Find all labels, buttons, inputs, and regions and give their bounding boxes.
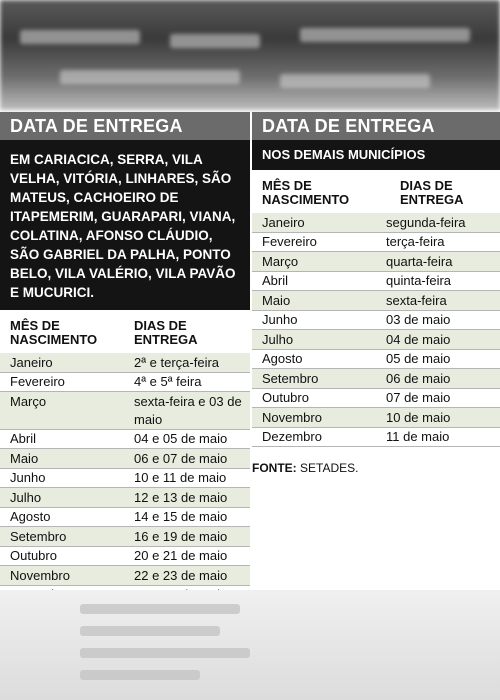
source-label: FONTE:	[252, 461, 297, 475]
right-header: DATA DE ENTREGA	[252, 112, 500, 140]
month-cell: Agosto	[10, 509, 51, 524]
table-row: Abril quinta-feira	[252, 272, 500, 291]
municipalities-text: EM CARIACICA, SERRA, VILA VELHA, VITÓRIA…	[0, 140, 250, 310]
days-cell: 2ª e terça-feira	[134, 354, 220, 370]
days-cell: 14 e 15 de maio	[134, 509, 228, 524]
days-cell: segunda-feira	[386, 214, 466, 230]
days-cell: 04 e 05 de maio	[134, 431, 228, 446]
month-cell: Dezembro	[262, 429, 322, 444]
table-row: Maio 06 e 07 de maio	[0, 449, 250, 469]
blurred-background-top	[0, 0, 500, 110]
table-row: Janeiro segunda-feira	[252, 213, 500, 233]
table-row: Maio sexta-feira	[252, 291, 500, 311]
left-table: MÊS DE NASCIMENTO DIAS DE ENTREGA Janeir…	[0, 310, 250, 605]
source-note: FONTE: SETADES.	[252, 447, 500, 475]
source-value: SETADES.	[300, 461, 359, 475]
days-cell: 16 e 19 de maio	[134, 528, 228, 544]
month-cell: Janeiro	[262, 214, 305, 230]
table-row: Setembro 16 e 19 de maio	[0, 527, 250, 547]
days-cell: 11 de maio	[386, 429, 450, 444]
table-row: Janeiro 2ª e terça-feira	[0, 353, 250, 373]
right-col-days-header: DIAS DE ENTREGA	[400, 178, 464, 207]
table-row: Fevereiro terça-feira	[252, 233, 500, 252]
month-cell: Janeiro	[10, 354, 53, 370]
days-cell: 06 de maio	[386, 370, 451, 386]
days-cell: 10 e 11 de maio	[134, 470, 227, 485]
month-cell: Fevereiro	[262, 234, 317, 249]
right-table-body: Janeiro segunda-feira Fevereiro terça-feira…	[252, 213, 500, 447]
days-cell: quarta-feira	[386, 253, 453, 269]
days-cell: 04 de maio	[386, 331, 451, 347]
days-cell: 22 e 23 de maio	[134, 567, 228, 583]
left-col-days-header: DIAS DE ENTREGA	[134, 318, 198, 347]
days-cell: 06 e 07 de maio	[134, 450, 228, 466]
month-cell: Outubro	[10, 548, 57, 563]
days-cell: 03 de maio	[386, 312, 451, 327]
month-cell: Julho	[262, 331, 294, 347]
right-column: DATA DE ENTREGA NOS DEMAIS MUNICÍPIOS MÊ…	[252, 112, 500, 475]
table-row: Março quarta-feira	[252, 252, 500, 272]
left-header: DATA DE ENTREGA	[0, 112, 250, 140]
month-cell: Maio	[262, 292, 291, 308]
days-cell: 20 e 21 de maio	[134, 548, 228, 563]
blurred-background-bottom	[0, 590, 500, 700]
right-table-header: MÊS DE NASCIMENTO DIAS DE ENTREGA	[252, 170, 500, 213]
month-cell: Setembro	[262, 370, 319, 386]
table-row: Abril 04 e 05 de maio	[0, 430, 250, 449]
table-row: Outubro 07 de maio	[252, 389, 500, 408]
days-cell: 05 de maio	[386, 351, 451, 366]
month-cell: Fevereiro	[10, 374, 65, 389]
table-row: Fevereiro 4ª e 5ª feira	[0, 373, 250, 392]
table-row: Agosto 05 de maio	[252, 350, 500, 369]
month-cell: Agosto	[262, 351, 303, 366]
month-cell: Março	[10, 393, 47, 409]
days-cell: 10 de maio	[386, 409, 451, 425]
left-column: DATA DE ENTREGA EM CARIACICA, SERRA, VIL…	[0, 112, 250, 605]
right-col-month-header: MÊS DE NASCIMENTO	[262, 178, 350, 207]
left-table-body: Janeiro 2ª e terça-feira Fevereiro 4ª e 5ª …	[0, 353, 250, 605]
month-cell: Julho	[10, 489, 42, 505]
days-cell: terça-feira	[386, 234, 445, 249]
month-cell: Março	[262, 253, 299, 269]
left-table-header: MÊS DE NASCIMENTO DIAS DE ENTREGA	[0, 310, 250, 353]
month-cell: Junho	[262, 312, 298, 327]
days-cell: sexta-feira e 03 de maio	[134, 393, 242, 427]
month-cell: Novembro	[10, 567, 70, 583]
month-cell: Outubro	[262, 390, 309, 405]
month-cell: Setembro	[10, 528, 67, 544]
month-cell: Novembro	[262, 409, 322, 425]
days-cell: sexta-feira	[386, 292, 447, 308]
days-cell: 07 de maio	[386, 390, 451, 405]
table-row: Novembro 22 e 23 de maio	[0, 566, 250, 586]
table-row: Agosto 14 e 15 de maio	[0, 508, 250, 527]
table-row: Novembro 10 de maio	[252, 408, 500, 428]
left-col-month-header: MÊS DE NASCIMENTO	[10, 318, 98, 347]
table-row: Setembro 06 de maio	[252, 369, 500, 389]
table-row: Julho 12 e 13 de maio	[0, 488, 250, 508]
days-cell: 4ª e 5ª feira	[134, 374, 202, 389]
table-row: Março sexta-feira e 03 de maio	[0, 392, 250, 430]
table-row: Julho 04 de maio	[252, 330, 500, 350]
month-cell: Maio	[10, 450, 39, 466]
days-cell: 12 e 13 de maio	[134, 489, 228, 505]
right-subheader: NOS DEMAIS MUNICÍPIOS	[252, 140, 500, 170]
table-row: Outubro 20 e 21 de maio	[0, 547, 250, 566]
table-row: Junho 10 e 11 de maio	[0, 469, 250, 488]
month-cell: Abril	[262, 273, 289, 288]
table-row: Dezembro 11 de maio	[252, 428, 500, 447]
month-cell: Junho	[10, 470, 46, 485]
table-row: Junho 03 de maio	[252, 311, 500, 330]
month-cell: Abril	[10, 431, 37, 446]
right-table: MÊS DE NASCIMENTO DIAS DE ENTREGA Janeir…	[252, 170, 500, 447]
days-cell: quinta-feira	[386, 273, 452, 288]
